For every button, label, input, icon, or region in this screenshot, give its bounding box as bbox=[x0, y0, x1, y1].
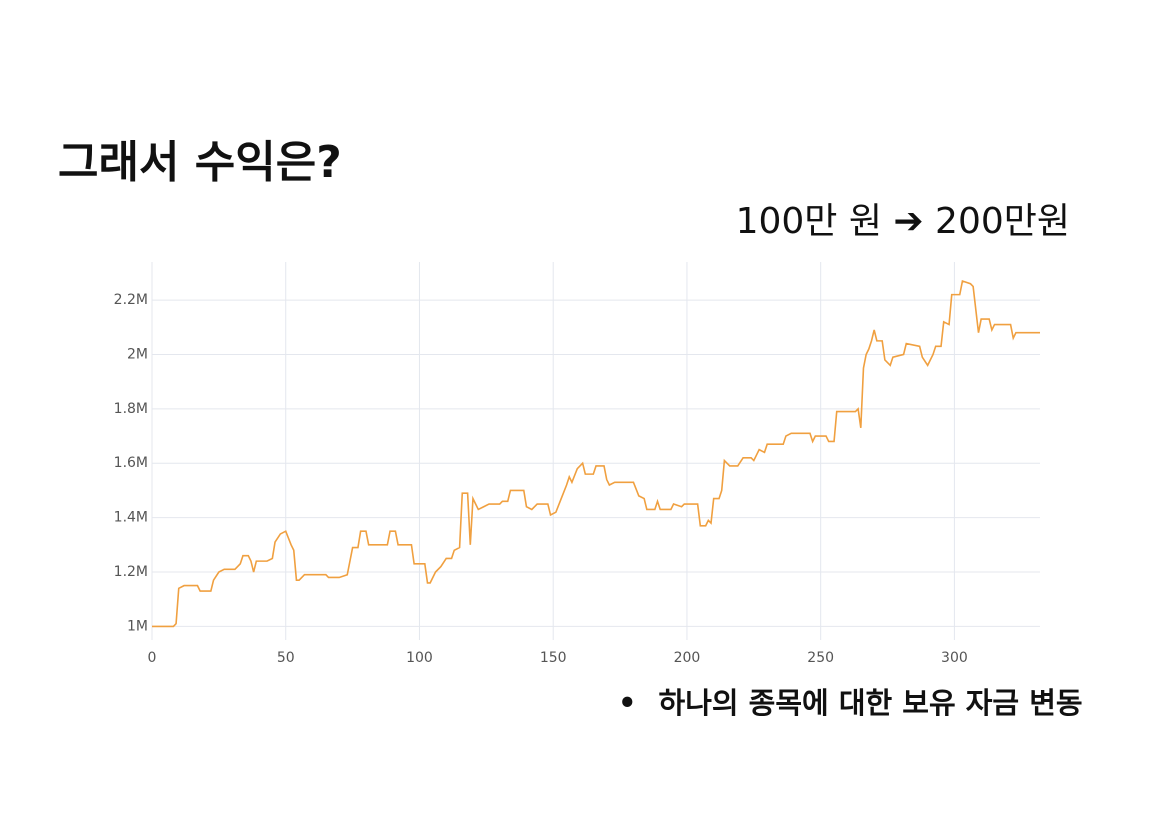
y-tick-label: 1.8M bbox=[114, 401, 148, 417]
y-tick-label: 2.2M bbox=[114, 292, 148, 308]
slide-title: 그래서 수익은? bbox=[58, 137, 342, 188]
x-tick-label: 150 bbox=[540, 650, 567, 666]
x-tick-label: 0 bbox=[148, 650, 157, 666]
x-tick-label: 250 bbox=[807, 650, 834, 666]
caption-text: 하나의 종목에 대한 보유 자금 변동 bbox=[658, 686, 1083, 720]
y-tick-label: 1.4M bbox=[114, 510, 148, 526]
y-tick-label: 1.6M bbox=[114, 455, 148, 471]
data-line bbox=[152, 279, 1040, 628]
slide-subtitle: 100만 원 ➔ 200만원 bbox=[735, 201, 1070, 242]
x-tick-label: 50 bbox=[277, 650, 295, 666]
x-tick-label: 100 bbox=[406, 650, 433, 666]
x-tick-label: 200 bbox=[674, 650, 701, 666]
bullet: • bbox=[618, 686, 637, 720]
x-tick-label: 300 bbox=[941, 650, 968, 666]
caption: • 하나의 종목에 대한 보유 자금 변동 bbox=[618, 680, 1083, 722]
y-tick-label: 2M bbox=[127, 346, 148, 362]
y-tick-label: 1M bbox=[127, 618, 148, 634]
y-tick-label: 1.2M bbox=[114, 564, 148, 580]
